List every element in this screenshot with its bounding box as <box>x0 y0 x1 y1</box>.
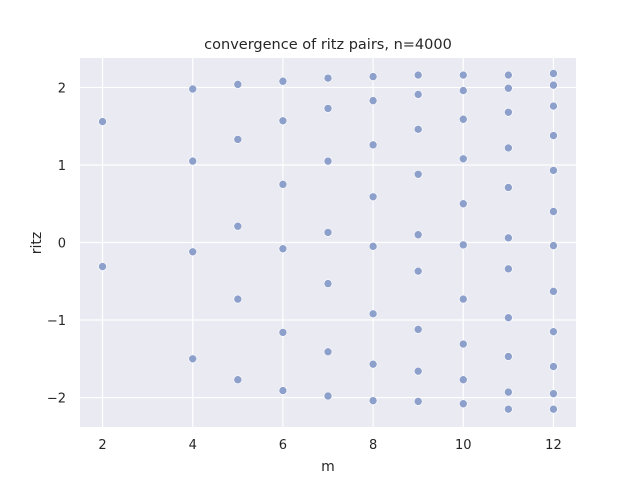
data-point <box>504 387 513 397</box>
data-point <box>368 140 378 150</box>
data-point <box>278 180 288 189</box>
y-tick-label: −1 <box>47 314 66 329</box>
data-point <box>549 69 558 78</box>
data-point <box>549 241 558 250</box>
data-point <box>504 352 513 361</box>
x-tick-label: 10 <box>455 438 472 453</box>
data-point <box>458 86 468 95</box>
data-point <box>458 154 468 164</box>
data-point <box>368 359 378 369</box>
y-tick-label: 0 <box>58 237 66 252</box>
data-point <box>458 240 468 250</box>
data-point <box>458 114 468 124</box>
data-point <box>504 83 513 93</box>
data-point <box>188 156 198 166</box>
y-tick-label: −2 <box>47 392 66 407</box>
data-point <box>504 313 513 322</box>
data-point <box>413 366 423 376</box>
data-point <box>278 386 288 395</box>
data-point <box>368 309 378 319</box>
data-point <box>413 70 423 80</box>
x-tick-label: 2 <box>98 438 106 453</box>
data-point <box>413 325 423 334</box>
data-point <box>458 339 468 349</box>
data-point <box>323 73 333 83</box>
data-point <box>233 375 243 385</box>
x-tick-label: 8 <box>369 438 377 453</box>
data-point <box>233 80 243 89</box>
data-point <box>278 244 288 254</box>
y-tick-label: 2 <box>58 81 66 96</box>
data-point <box>413 266 423 276</box>
data-point <box>278 116 288 126</box>
x-axis-label: m <box>321 459 335 475</box>
data-point <box>549 207 558 216</box>
data-point <box>98 262 107 271</box>
data-point <box>323 279 333 288</box>
data-point <box>549 287 558 296</box>
data-point <box>504 183 513 192</box>
data-point <box>458 294 468 304</box>
data-point <box>549 362 558 371</box>
data-point <box>549 389 558 398</box>
chart-title: convergence of ritz pairs, n=4000 <box>204 37 452 53</box>
x-tick-label: 4 <box>189 438 197 453</box>
data-point <box>233 221 243 231</box>
data-point <box>504 70 513 80</box>
data-point <box>368 242 378 251</box>
data-point <box>458 375 468 385</box>
data-point <box>549 101 558 111</box>
data-point <box>368 72 378 81</box>
data-point <box>504 404 513 414</box>
data-point <box>413 169 423 179</box>
data-point <box>458 70 468 80</box>
data-point <box>413 397 423 406</box>
data-point <box>549 166 558 175</box>
data-point <box>504 233 513 243</box>
x-tick-labels: 2 4 6 8 10 12 <box>98 438 561 453</box>
data-point <box>233 135 243 144</box>
data-point <box>98 117 107 126</box>
data-point <box>458 199 468 209</box>
data-point <box>413 125 423 134</box>
data-point <box>504 264 513 274</box>
data-point <box>323 104 333 113</box>
data-point <box>323 228 333 237</box>
data-point <box>323 391 333 401</box>
data-point <box>188 84 198 94</box>
x-tick-label: 6 <box>279 438 287 453</box>
data-point <box>504 143 513 153</box>
y-tick-label: 1 <box>58 159 66 174</box>
data-point <box>549 404 558 414</box>
data-point <box>413 90 423 99</box>
data-point <box>188 247 198 257</box>
data-point <box>233 294 243 304</box>
data-point <box>323 156 333 166</box>
data-point <box>549 327 558 336</box>
data-point <box>368 192 378 202</box>
data-point <box>278 328 288 337</box>
data-point <box>368 396 378 405</box>
data-point <box>549 131 558 140</box>
data-point <box>188 354 198 364</box>
data-points <box>98 69 558 414</box>
x-tick-label: 12 <box>545 438 562 453</box>
data-point <box>323 347 333 357</box>
data-point <box>413 230 423 240</box>
data-point <box>458 399 468 409</box>
y-tick-labels: −2 −1 0 1 2 <box>47 81 66 406</box>
data-point <box>549 80 558 90</box>
data-point <box>278 76 288 86</box>
data-point <box>504 107 513 117</box>
y-axis-label: ritz <box>29 232 45 254</box>
data-point <box>368 96 378 105</box>
